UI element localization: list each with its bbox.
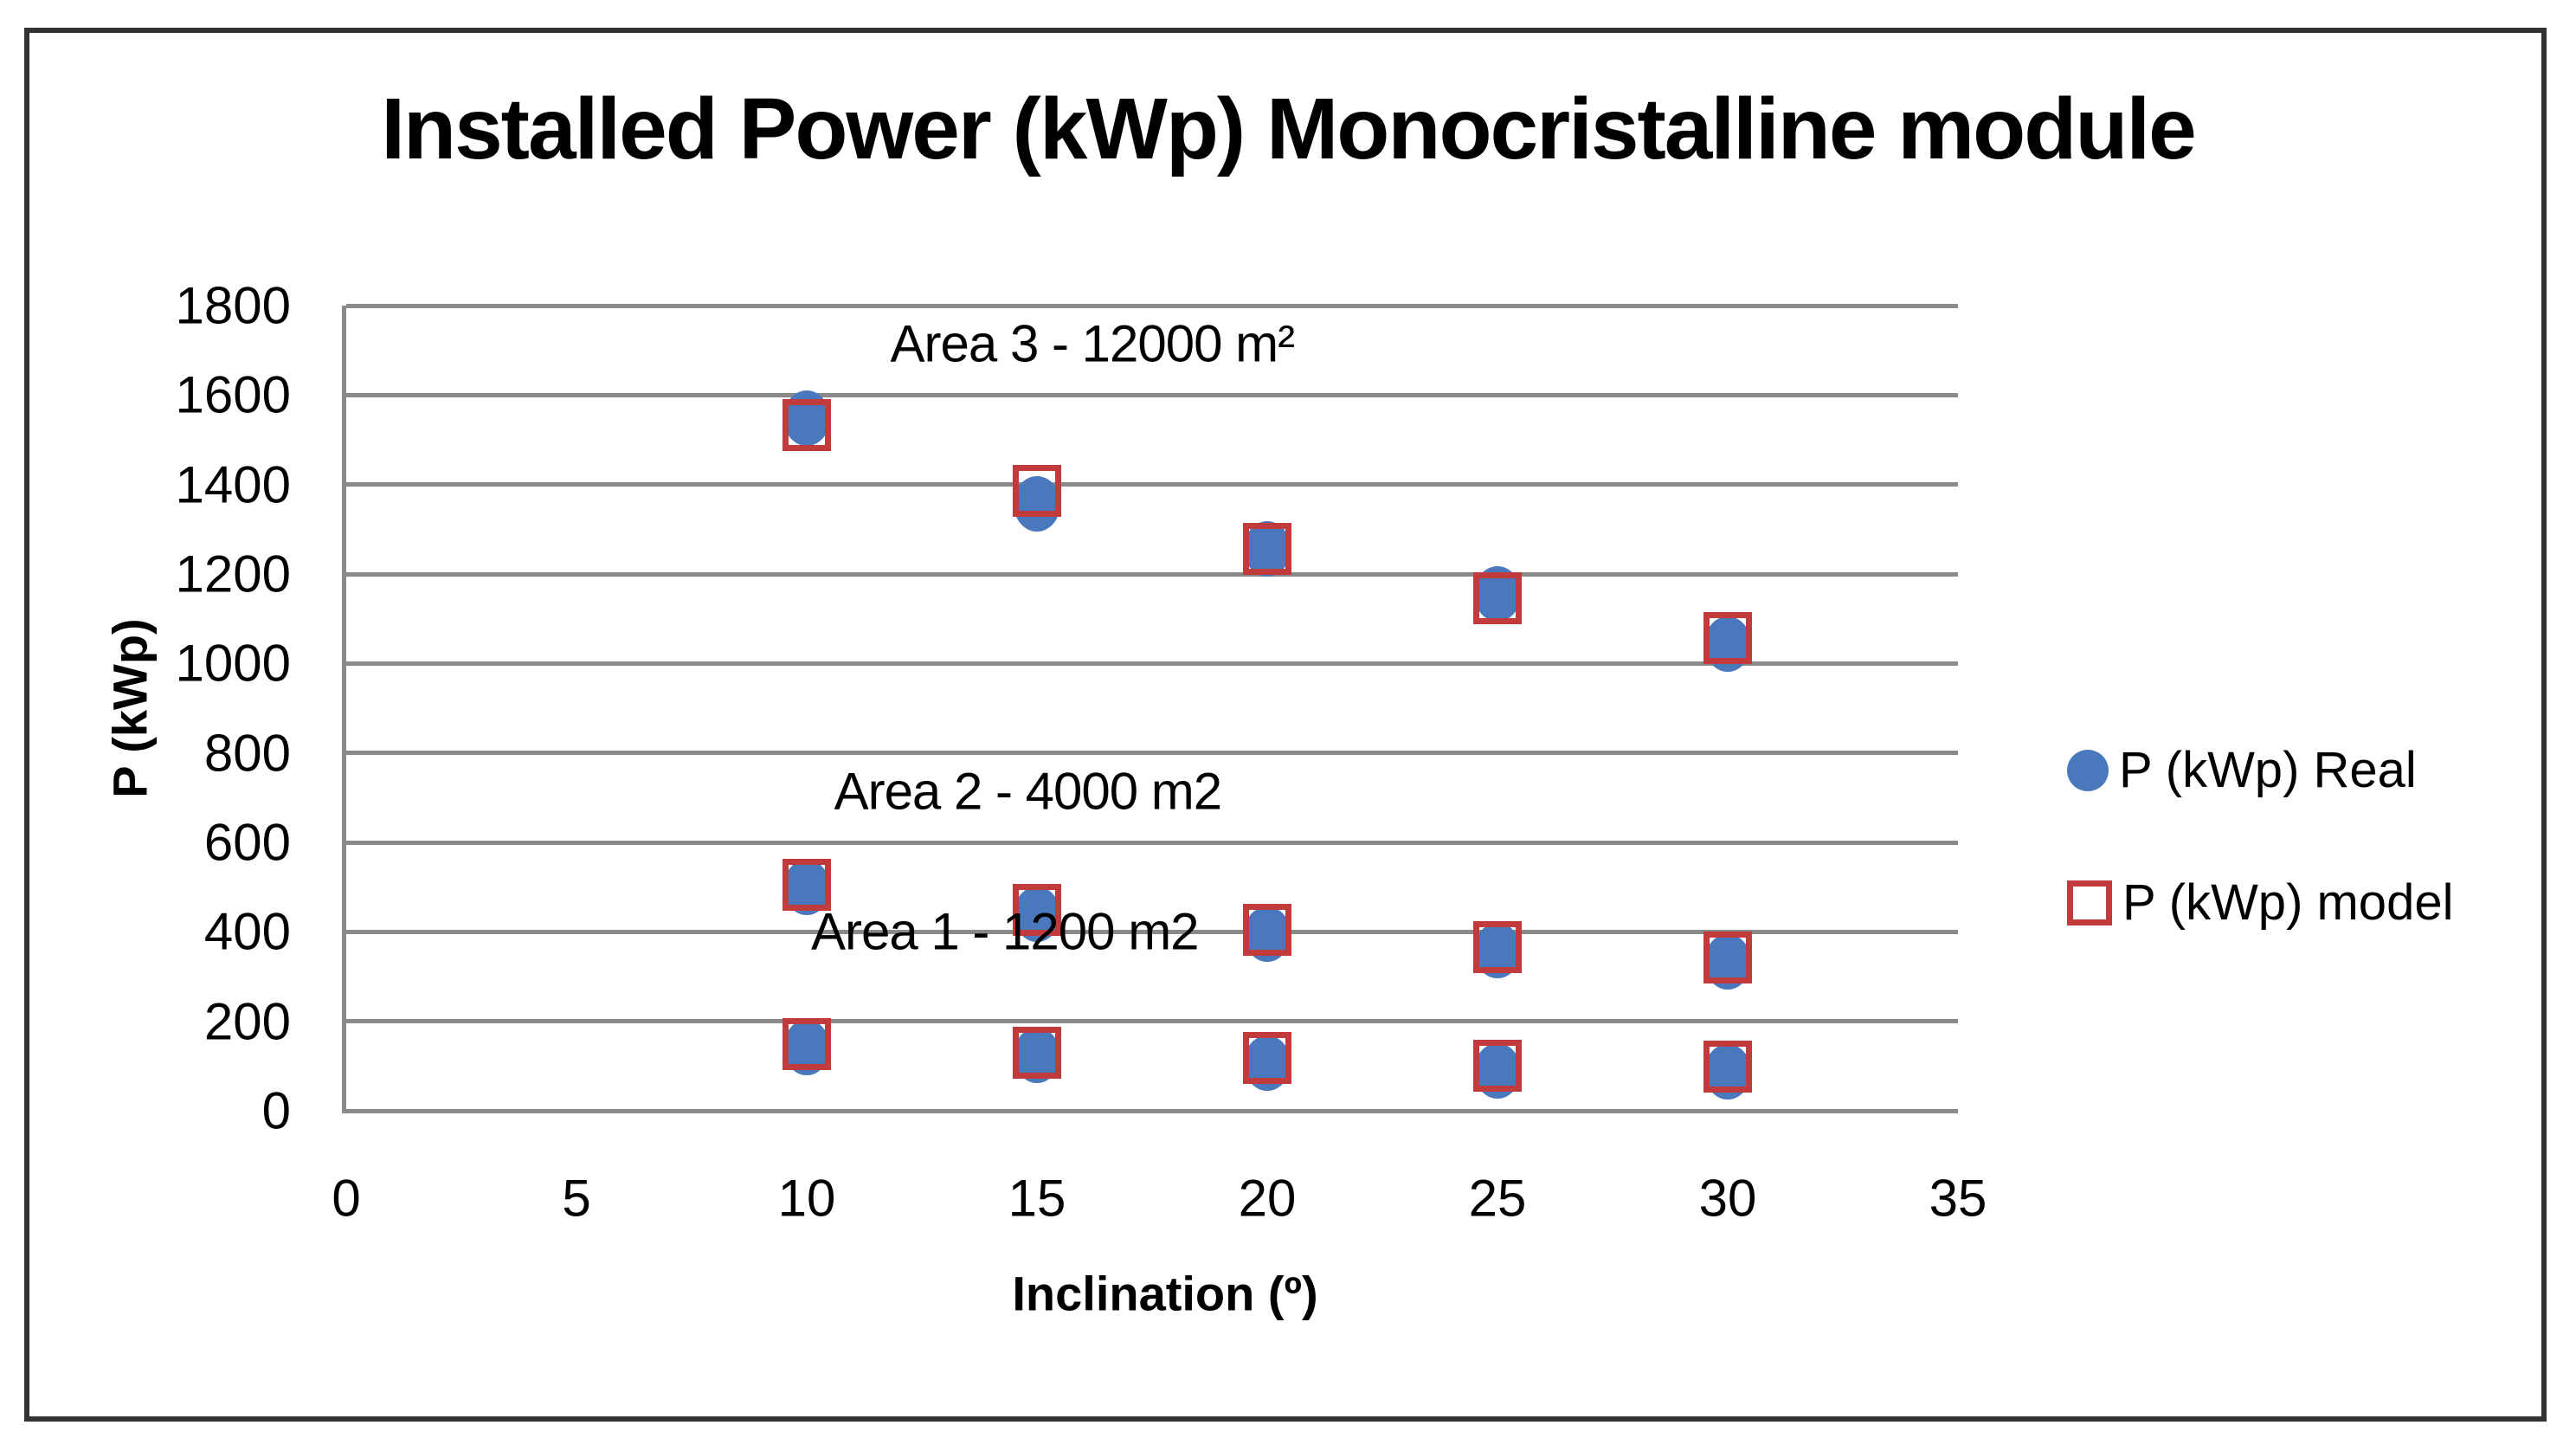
y-tick-label: 0	[261, 1081, 291, 1140]
model-data-point	[782, 398, 831, 451]
legend-label: P (kWp) model	[2122, 874, 2454, 931]
legend-entry: P (kWp) model	[2067, 874, 2453, 932]
plot-area: Area 3 - 12000 m² Area 2 - 4000 m2 Area 1 …	[342, 303, 1958, 1113]
y-tick-label: 1200	[175, 545, 291, 603]
gridline-y-600	[346, 840, 1958, 845]
legend-entry: P (kWp) Real	[2067, 741, 2453, 799]
gridline-y-1600	[346, 392, 1958, 397]
model-data-point	[1703, 932, 1752, 984]
chart-title: Installed Power (kWp) Monocristalline mo…	[381, 81, 2197, 177]
real-data-point	[1014, 475, 1060, 532]
y-tick-label: 200	[203, 992, 291, 1051]
gridline-y-200	[346, 1019, 1958, 1024]
x-tick-label: 30	[1698, 1169, 1757, 1228]
model-data-point	[1243, 522, 1291, 575]
legend-label: P (kWp) Real	[2119, 742, 2417, 798]
model-data-point	[1243, 903, 1291, 956]
x-tick-label: 0	[332, 1169, 361, 1228]
model-data-point	[1473, 572, 1522, 625]
x-tick-label: 5	[562, 1169, 591, 1228]
gridline-y-1200	[346, 571, 1958, 577]
x-axis-title: Inclination (º)	[1012, 1266, 1318, 1321]
x-tick-label: 25	[1468, 1169, 1527, 1228]
y-tick-label: 1000	[175, 634, 291, 693]
y-axis-title: P (kWp)	[102, 618, 158, 798]
model-data-point	[1243, 1031, 1291, 1084]
legend-marker-circle-icon	[2067, 749, 2109, 791]
y-tick-label: 1800	[175, 276, 291, 335]
area-annotation: Area 3 - 12000 m²	[890, 314, 1296, 373]
chart-frame	[24, 28, 2547, 1422]
area-annotation: Area 1 - 1200 m2	[810, 902, 1200, 961]
gridline-y-800	[346, 751, 1958, 756]
y-tick-label: 600	[203, 813, 291, 872]
real-data-point	[1244, 520, 1291, 577]
y-axis-line	[342, 306, 346, 1113]
model-data-point	[1703, 612, 1752, 665]
model-data-point	[782, 859, 831, 912]
model-data-point	[1703, 1041, 1752, 1093]
model-data-point	[1473, 1039, 1522, 1092]
model-data-point	[1013, 883, 1061, 936]
area-annotation: Area 2 - 4000 m2	[834, 762, 1223, 821]
x-tick-label: 15	[1008, 1169, 1066, 1228]
gridline-y-0	[346, 1108, 1958, 1113]
model-data-point	[1013, 464, 1061, 517]
gridline-y-1400	[346, 482, 1958, 487]
y-tick-label: 400	[203, 902, 291, 961]
y-tick-label: 800	[203, 724, 291, 783]
gridline-y-1000	[346, 661, 1958, 666]
model-data-point	[782, 1017, 831, 1070]
x-tick-label: 20	[1238, 1169, 1297, 1228]
gridline-y-1800	[346, 303, 1958, 308]
legend: P (kWp) Real P (kWp) model	[2067, 741, 2453, 932]
model-data-point	[1473, 920, 1522, 973]
y-tick-label: 1400	[175, 455, 291, 514]
x-tick-label: 10	[777, 1169, 836, 1228]
gridline-y-400	[346, 929, 1958, 934]
x-tick-label: 35	[1929, 1169, 1987, 1228]
model-data-point	[1013, 1026, 1061, 1079]
y-tick-label: 1600	[175, 365, 291, 424]
legend-marker-square-icon	[2067, 880, 2112, 925]
